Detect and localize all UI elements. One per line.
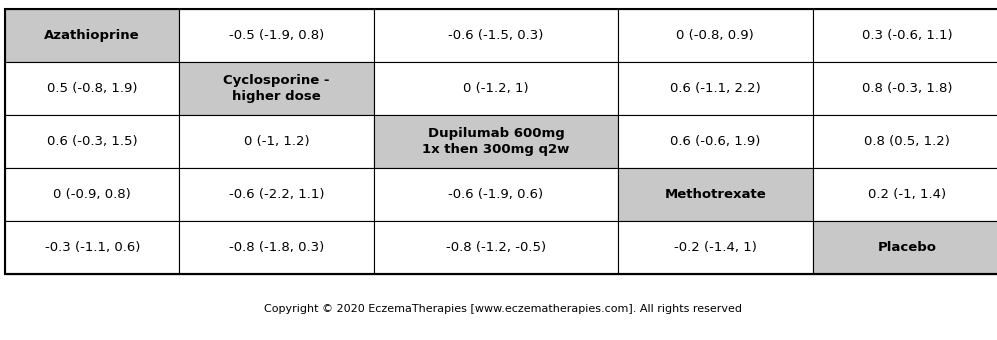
Bar <box>813 8 997 62</box>
Bar <box>813 115 997 168</box>
Text: 0 (-1, 1.2): 0 (-1, 1.2) <box>244 135 309 148</box>
Bar <box>618 221 813 274</box>
Bar <box>5 115 179 168</box>
Text: -0.8 (-1.8, 0.3): -0.8 (-1.8, 0.3) <box>229 241 324 254</box>
Text: 0.8 (0.5, 1.2): 0.8 (0.5, 1.2) <box>864 135 950 148</box>
Text: Placebo: Placebo <box>877 241 937 254</box>
Text: 0.6 (-0.3, 1.5): 0.6 (-0.3, 1.5) <box>47 135 138 148</box>
Bar <box>813 62 997 115</box>
Bar <box>5 221 179 274</box>
Text: -0.6 (-2.2, 1.1): -0.6 (-2.2, 1.1) <box>229 188 324 201</box>
Bar <box>618 8 813 62</box>
Bar <box>5 168 179 221</box>
Bar <box>179 168 374 221</box>
Bar <box>5 8 179 62</box>
Text: 0.5 (-0.8, 1.9): 0.5 (-0.8, 1.9) <box>47 82 138 95</box>
Text: Dupilumab 600mg
1x then 300mg q2w: Dupilumab 600mg 1x then 300mg q2w <box>423 126 569 156</box>
Bar <box>179 115 374 168</box>
Text: 0.2 (-1, 1.4): 0.2 (-1, 1.4) <box>868 188 946 201</box>
Text: 0.6 (-0.6, 1.9): 0.6 (-0.6, 1.9) <box>670 135 761 148</box>
Text: -0.8 (-1.2, -0.5): -0.8 (-1.2, -0.5) <box>446 241 546 254</box>
Bar <box>179 62 374 115</box>
Text: 0 (-1.2, 1): 0 (-1.2, 1) <box>464 82 528 95</box>
Bar <box>5 8 997 274</box>
Text: 0 (-0.9, 0.8): 0 (-0.9, 0.8) <box>54 188 131 201</box>
Bar <box>618 168 813 221</box>
Text: Azathioprine: Azathioprine <box>45 29 140 41</box>
Bar <box>618 62 813 115</box>
Text: -0.3 (-1.1, 0.6): -0.3 (-1.1, 0.6) <box>45 241 140 254</box>
Text: -0.5 (-1.9, 0.8): -0.5 (-1.9, 0.8) <box>229 29 324 41</box>
Bar <box>618 115 813 168</box>
Text: -0.6 (-1.5, 0.3): -0.6 (-1.5, 0.3) <box>449 29 543 41</box>
Bar <box>813 168 997 221</box>
Text: -0.6 (-1.9, 0.6): -0.6 (-1.9, 0.6) <box>449 188 543 201</box>
Text: Copyright © 2020 EczemaTherapies [www.eczematherapies.com]. All rights reserved: Copyright © 2020 EczemaTherapies [www.ec… <box>264 304 743 314</box>
Bar <box>813 221 997 274</box>
Text: Cyclosporine -
higher dose: Cyclosporine - higher dose <box>223 73 330 103</box>
Text: -0.2 (-1.4, 1): -0.2 (-1.4, 1) <box>674 241 757 254</box>
Bar <box>5 62 179 115</box>
Text: 0.6 (-1.1, 2.2): 0.6 (-1.1, 2.2) <box>670 82 761 95</box>
Bar <box>179 8 374 62</box>
Bar <box>374 221 618 274</box>
Text: Methotrexate: Methotrexate <box>664 188 767 201</box>
Bar <box>374 8 618 62</box>
Text: 0 (-0.8, 0.9): 0 (-0.8, 0.9) <box>677 29 754 41</box>
Bar <box>179 221 374 274</box>
Bar <box>374 168 618 221</box>
Text: 0.8 (-0.3, 1.8): 0.8 (-0.3, 1.8) <box>862 82 952 95</box>
Bar <box>374 115 618 168</box>
Bar <box>374 62 618 115</box>
Text: 0.3 (-0.6, 1.1): 0.3 (-0.6, 1.1) <box>862 29 952 41</box>
